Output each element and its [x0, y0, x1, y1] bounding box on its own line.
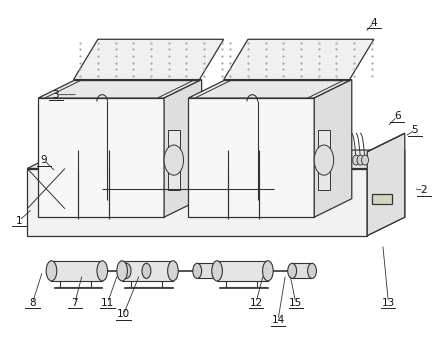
Ellipse shape — [164, 145, 183, 175]
Bar — [217, 261, 268, 281]
Text: 5: 5 — [412, 125, 418, 135]
Ellipse shape — [212, 261, 222, 281]
Polygon shape — [367, 133, 405, 152]
Text: 15: 15 — [289, 298, 302, 308]
Ellipse shape — [122, 263, 131, 278]
Text: 7: 7 — [72, 298, 78, 308]
Polygon shape — [188, 80, 352, 98]
Text: 9: 9 — [41, 155, 47, 165]
Ellipse shape — [263, 261, 273, 281]
Text: 11: 11 — [101, 298, 114, 308]
Ellipse shape — [353, 155, 360, 165]
Ellipse shape — [307, 263, 316, 278]
Text: 14: 14 — [272, 315, 285, 325]
Ellipse shape — [357, 155, 364, 165]
Polygon shape — [27, 150, 405, 168]
Ellipse shape — [142, 263, 151, 278]
Ellipse shape — [97, 261, 108, 281]
Bar — [219, 287, 268, 288]
Ellipse shape — [361, 155, 369, 165]
Ellipse shape — [46, 261, 57, 281]
Ellipse shape — [117, 261, 128, 281]
Bar — [51, 261, 102, 281]
Bar — [197, 263, 217, 278]
Ellipse shape — [213, 263, 222, 278]
Polygon shape — [224, 39, 374, 80]
Bar — [318, 130, 330, 190]
Bar — [124, 287, 173, 288]
Ellipse shape — [288, 263, 296, 278]
Polygon shape — [367, 150, 405, 236]
Polygon shape — [38, 80, 202, 98]
Text: 2: 2 — [420, 185, 427, 195]
Ellipse shape — [167, 261, 178, 281]
Polygon shape — [164, 80, 202, 217]
Polygon shape — [74, 39, 224, 80]
Text: 13: 13 — [382, 298, 395, 308]
Bar — [122, 261, 173, 281]
Polygon shape — [367, 133, 405, 236]
Polygon shape — [38, 98, 164, 217]
Text: 1: 1 — [16, 216, 23, 225]
Bar — [292, 263, 312, 278]
Text: 6: 6 — [394, 112, 400, 121]
Text: 12: 12 — [249, 298, 263, 308]
Bar — [54, 287, 102, 288]
Bar — [127, 263, 147, 278]
Bar — [167, 130, 180, 190]
Text: 3: 3 — [53, 90, 59, 100]
Polygon shape — [188, 98, 314, 217]
Ellipse shape — [193, 263, 202, 278]
Bar — [372, 194, 392, 204]
Polygon shape — [27, 168, 367, 236]
Text: 8: 8 — [29, 298, 36, 308]
Text: 4: 4 — [370, 18, 377, 28]
Ellipse shape — [314, 145, 334, 175]
Text: 10: 10 — [117, 309, 130, 319]
Polygon shape — [314, 80, 352, 217]
